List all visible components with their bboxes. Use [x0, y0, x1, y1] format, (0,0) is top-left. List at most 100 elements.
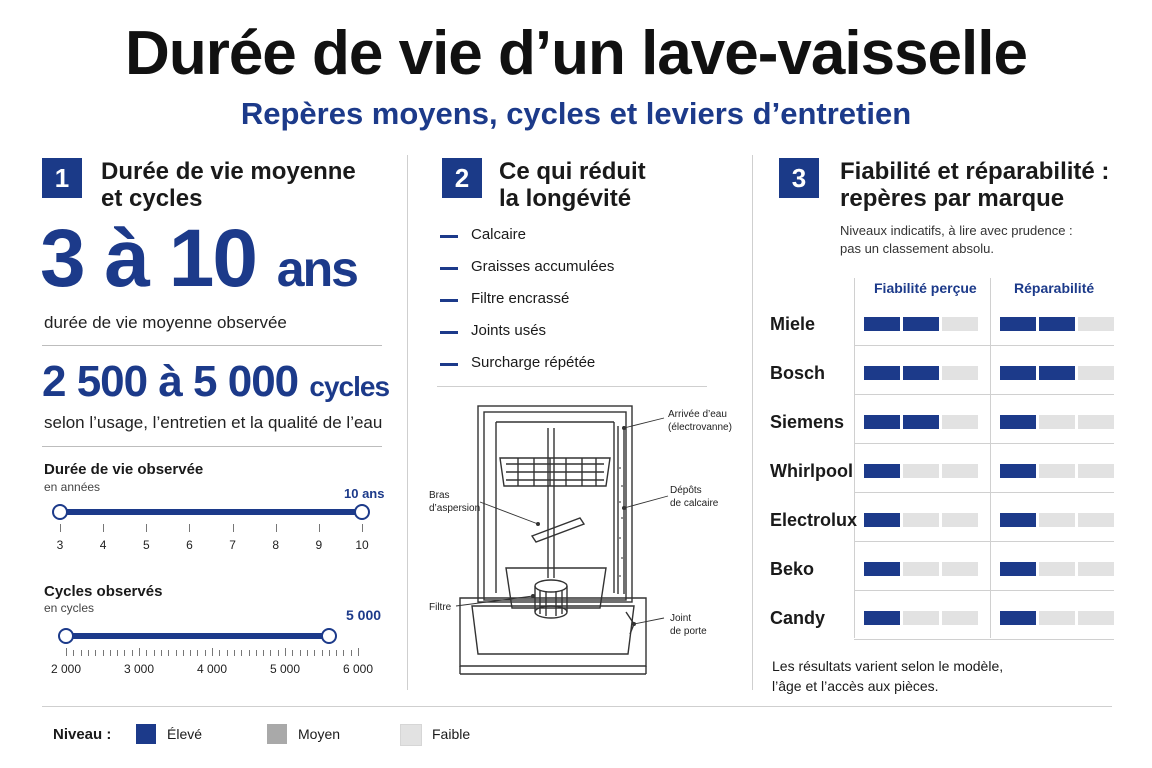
repairability-segment — [1039, 464, 1075, 478]
scale-lifespan-tick — [232, 524, 234, 532]
repairability-segment — [1078, 464, 1114, 478]
scale-cycles-minor-tick — [314, 650, 316, 656]
repairability-segment — [1078, 611, 1114, 625]
lifespan-caption: durée de vie moyenne observée — [44, 313, 287, 332]
section-3-note-line1: Niveaux indicatifs, à lire avec prudence… — [840, 223, 1073, 238]
page-title: Durée de vie d’un lave-vaisselle — [125, 19, 1028, 88]
label-water-inlet-line2: (électrovanne) — [668, 422, 732, 433]
scale-cycles-minor-tick — [233, 650, 235, 656]
brand-name: Beko — [770, 559, 815, 579]
label-filter: Filtre — [429, 602, 452, 613]
reliability-segment — [864, 513, 900, 527]
cycles-caption: selon l’usage, l’entretien et la qualité… — [44, 413, 383, 432]
section-2-badge: 2 — [442, 158, 482, 198]
label-limescale-line2: de calcaire — [670, 498, 719, 509]
factor-label: Filtre encrassé — [471, 290, 570, 307]
row-divider — [854, 394, 1114, 395]
reliability-segment — [942, 513, 978, 527]
table-row: Siemens — [770, 404, 1115, 453]
reliability-segment — [942, 611, 978, 625]
scale-cycles-minor-tick — [182, 650, 184, 656]
scale-cycles-tick — [139, 648, 140, 656]
repairability-segment — [1000, 611, 1036, 625]
section-1-divider — [42, 345, 382, 346]
repairability-segment — [1000, 464, 1036, 478]
section-3-title-line1: Fiabilité et réparabilité : — [840, 158, 1110, 185]
scale-cycles-tick-label: 5 000 — [269, 662, 301, 676]
reliability-segment — [864, 415, 900, 429]
list-item: Joints usés — [440, 322, 700, 354]
legend-title: Niveau : — [53, 726, 112, 743]
scale-cycles-minor-tick — [131, 650, 133, 656]
label-water-inlet-line1: Arrivée d’eau — [668, 409, 727, 420]
scale-lifespan-knob-start — [52, 504, 68, 520]
list-item: Graisses accumulées — [440, 258, 700, 290]
scale-lifespan-tick — [60, 524, 61, 532]
scale-cycles-minor-tick — [277, 650, 279, 656]
reliability-segment — [903, 562, 939, 576]
scale-cycles-minor-tick — [350, 650, 352, 656]
reliability-segment — [864, 366, 900, 380]
legend-swatch-high — [136, 724, 156, 744]
scale-cycles-minor-tick — [175, 650, 177, 656]
scale-cycles-minor-tick — [102, 650, 104, 656]
section-1-divider-2 — [42, 446, 382, 447]
table-row: Bosch — [770, 355, 1115, 404]
scale-cycles-minor-tick — [197, 650, 199, 656]
scale-cycles-minor-tick — [219, 650, 221, 656]
reliability-segment — [864, 464, 900, 478]
reliability-segment — [864, 611, 900, 625]
scale-cycles-tick-label: 4 000 — [196, 662, 228, 676]
scale-cycles: 2 000 3 000 4 000 5 000 6 000 — [51, 628, 373, 692]
scale-cycles-minor-tick — [87, 650, 89, 656]
dash-icon — [440, 235, 458, 238]
scale-cycles-minor-tick — [160, 650, 162, 656]
scale-lifespan-subtitle: en années — [44, 480, 101, 494]
row-divider — [854, 345, 1114, 346]
label-door-seal-line1: Joint — [670, 613, 692, 624]
repairability-segment — [1039, 513, 1075, 527]
section-3-note-line2: pas un classement absolu. — [840, 241, 994, 256]
reliability-segment — [903, 366, 939, 380]
list-item: Filtre encrassé — [440, 290, 700, 322]
repairability-segment — [1078, 317, 1114, 331]
table-row: Beko — [770, 551, 1115, 600]
column-divider-2 — [752, 155, 753, 690]
section-1-title: Durée de vie moyenne et cycles — [101, 158, 356, 212]
scale-cycles-minor-tick — [153, 650, 155, 656]
reliability-segment — [942, 317, 978, 331]
scale-lifespan-tick-label: 9 — [315, 538, 323, 552]
scale-cycles-minor-tick — [248, 650, 250, 656]
section-3-note: Niveaux indicatifs, à lire avec prudence… — [840, 222, 1073, 258]
brand-name: Whirlpool — [770, 461, 853, 481]
scale-lifespan-tick-label: 3 — [56, 538, 64, 552]
brand-name: Siemens — [770, 412, 845, 432]
label-water-inlet: Arrivée d’eau (électrovanne) — [668, 408, 732, 434]
row-divider — [854, 541, 1114, 542]
reliability-segment — [903, 513, 939, 527]
page-subtitle: Repères moyens, cycles et leviers d’entr… — [240, 96, 912, 131]
cycles-value: 2 500 à 5 000 — [42, 357, 299, 406]
section-3-footnote-line2: l’âge et l’accès aux pièces. — [772, 678, 939, 694]
table-row: Electrolux — [770, 502, 1115, 551]
reliability-segment — [903, 611, 939, 625]
section-1-badge: 1 — [42, 158, 82, 198]
scale-cycles-minor-tick — [263, 650, 265, 656]
cycles-headline: 2 500 à 5 000 cycles — [42, 357, 390, 407]
scale-cycles-minor-tick — [336, 650, 338, 656]
list-item: Calcaire — [440, 226, 700, 258]
factor-label: Surcharge répétée — [471, 354, 596, 371]
scale-cycles-tick-label: 2 000 — [50, 662, 82, 676]
scale-lifespan-tick — [146, 524, 148, 532]
factor-label: Joints usés — [471, 322, 547, 339]
repairability-segment — [1000, 415, 1036, 429]
section-2-title: Ce qui réduit la longévité — [499, 158, 646, 212]
scale-cycles-knob-end — [320, 628, 337, 644]
reliability-segment — [864, 317, 900, 331]
scale-cycles-minor-tick — [146, 650, 148, 656]
factor-label: Graisses accumulées — [471, 258, 615, 275]
reliability-segment — [942, 415, 978, 429]
brand-name: Candy — [770, 608, 826, 628]
reliability-segment — [864, 562, 900, 576]
scale-cycles-minor-tick — [73, 650, 75, 656]
